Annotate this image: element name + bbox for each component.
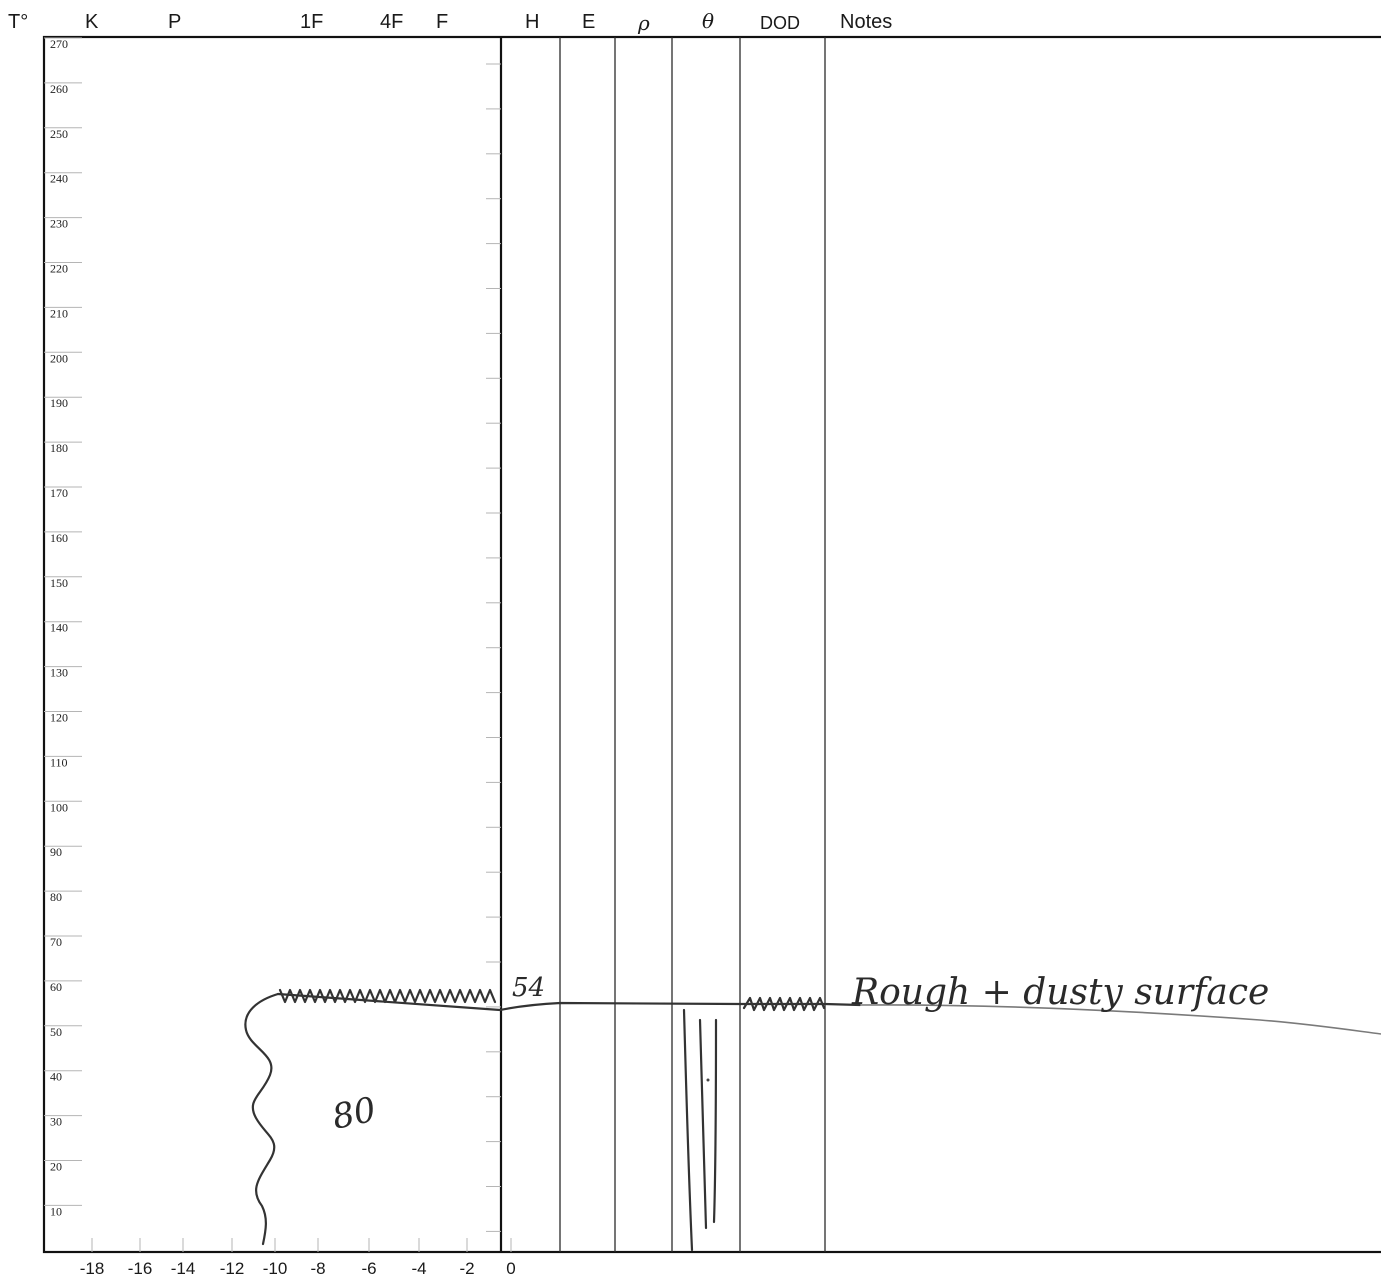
grid-frame	[42, 35, 1381, 1254]
temperature-tick-label: 240	[50, 172, 68, 186]
temperature-tick-label: 230	[50, 217, 68, 231]
hardness-tick-label: 0	[506, 1259, 515, 1278]
temperature-axis: 270 260 250 240 230 220 210 200 190 180 170 160 150 1…	[44, 37, 501, 1232]
temperature-tick-label: 220	[50, 262, 68, 276]
hardness-tick-label: -12	[220, 1259, 245, 1278]
hardness-tick-label: -4	[411, 1259, 426, 1278]
grain-shape-mark: 80	[329, 1090, 380, 1138]
header-notes: Notes	[840, 11, 892, 33]
temperature-tick-label: 50	[50, 1025, 62, 1039]
header-rho: ρ	[637, 11, 650, 35]
snow-surface-line	[276, 992, 862, 1012]
temperature-tick-label: 80	[50, 890, 62, 904]
header-4F: 4F	[380, 11, 403, 33]
temperature-tick-label: 200	[50, 351, 68, 365]
temperature-tick-label: 250	[50, 127, 68, 141]
hardness-tick-label: -2	[459, 1259, 474, 1278]
temperature-tick-label: 190	[50, 396, 68, 410]
temperature-tick-label: 70	[50, 935, 62, 949]
temperature-tick-label: 40	[50, 1070, 62, 1084]
surface-level-label: 54	[512, 973, 545, 1003]
theta-strokes	[682, 1008, 718, 1252]
hardness-tick-label: -16	[128, 1259, 153, 1278]
dod-scribble	[742, 996, 826, 1012]
temperature-tick-label: 30	[50, 1115, 62, 1129]
header-DOD: DOD	[760, 13, 800, 33]
temperature-tick-label: 140	[50, 621, 68, 635]
temperature-tick-label: 150	[50, 576, 68, 590]
header-1F: 1F	[300, 11, 323, 33]
hardness-tick-label: -10	[263, 1259, 288, 1278]
hardness-tick-label: -8	[310, 1259, 325, 1278]
header-H: H	[525, 11, 539, 33]
header-F: F	[436, 11, 448, 33]
temperature-tick-label: 100	[50, 800, 68, 814]
temperature-tick-label: 20	[50, 1160, 62, 1174]
temperature-tick-label: 210	[50, 306, 68, 320]
snow-surface-line-extension	[859, 1004, 1381, 1035]
temperature-tick-label: 170	[50, 486, 68, 500]
temperature-tick-label: 90	[50, 845, 62, 859]
header-theta: θ	[702, 9, 714, 33]
hardness-zigzag	[278, 988, 497, 1004]
surface-note: Rough + dusty surface	[851, 972, 1269, 1013]
temperature-tick-label: 60	[50, 980, 62, 994]
temperature-tick-label: 270	[50, 37, 68, 51]
temperature-header: T°	[8, 11, 28, 33]
temperature-tick-label: 130	[50, 666, 68, 680]
header-K: K	[85, 11, 99, 33]
temperature-tick-label: 10	[50, 1204, 62, 1218]
temperature-tick-label: 120	[50, 711, 68, 725]
theta-dot	[706, 1078, 710, 1082]
temperature-tick-label: 180	[50, 441, 68, 455]
temperature-tick-label: 110	[50, 755, 68, 769]
temperature-tick-label: 260	[50, 82, 68, 96]
hardness-tick-label: -6	[361, 1259, 376, 1278]
temperature-tick-label: 160	[50, 531, 68, 545]
hardness-tick-label: -18	[80, 1259, 105, 1278]
temperature-profile-line	[244, 992, 280, 1246]
hardness-tick-label: -14	[171, 1259, 196, 1278]
header-E: E	[582, 11, 595, 33]
header-P: P	[168, 11, 181, 33]
hardness-axis: -18 -16 -14 -12 -10 -8 -6 -4 -2 0	[80, 1238, 516, 1278]
